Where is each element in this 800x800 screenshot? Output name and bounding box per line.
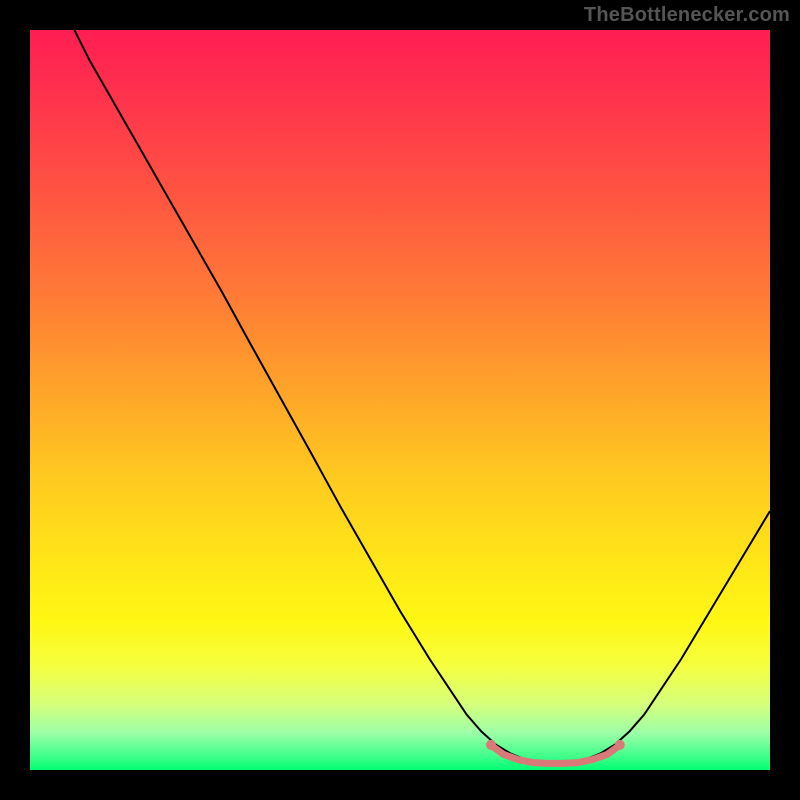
canvas-frame: TheBottlenecker.com bbox=[0, 0, 800, 800]
optimal-range-start-dot bbox=[486, 740, 496, 750]
plot-background bbox=[30, 30, 770, 770]
watermark-label: TheBottlenecker.com bbox=[584, 4, 790, 27]
plot-svg bbox=[30, 30, 770, 770]
optimal-range-end-dot bbox=[615, 740, 625, 750]
plot-area bbox=[30, 30, 770, 770]
